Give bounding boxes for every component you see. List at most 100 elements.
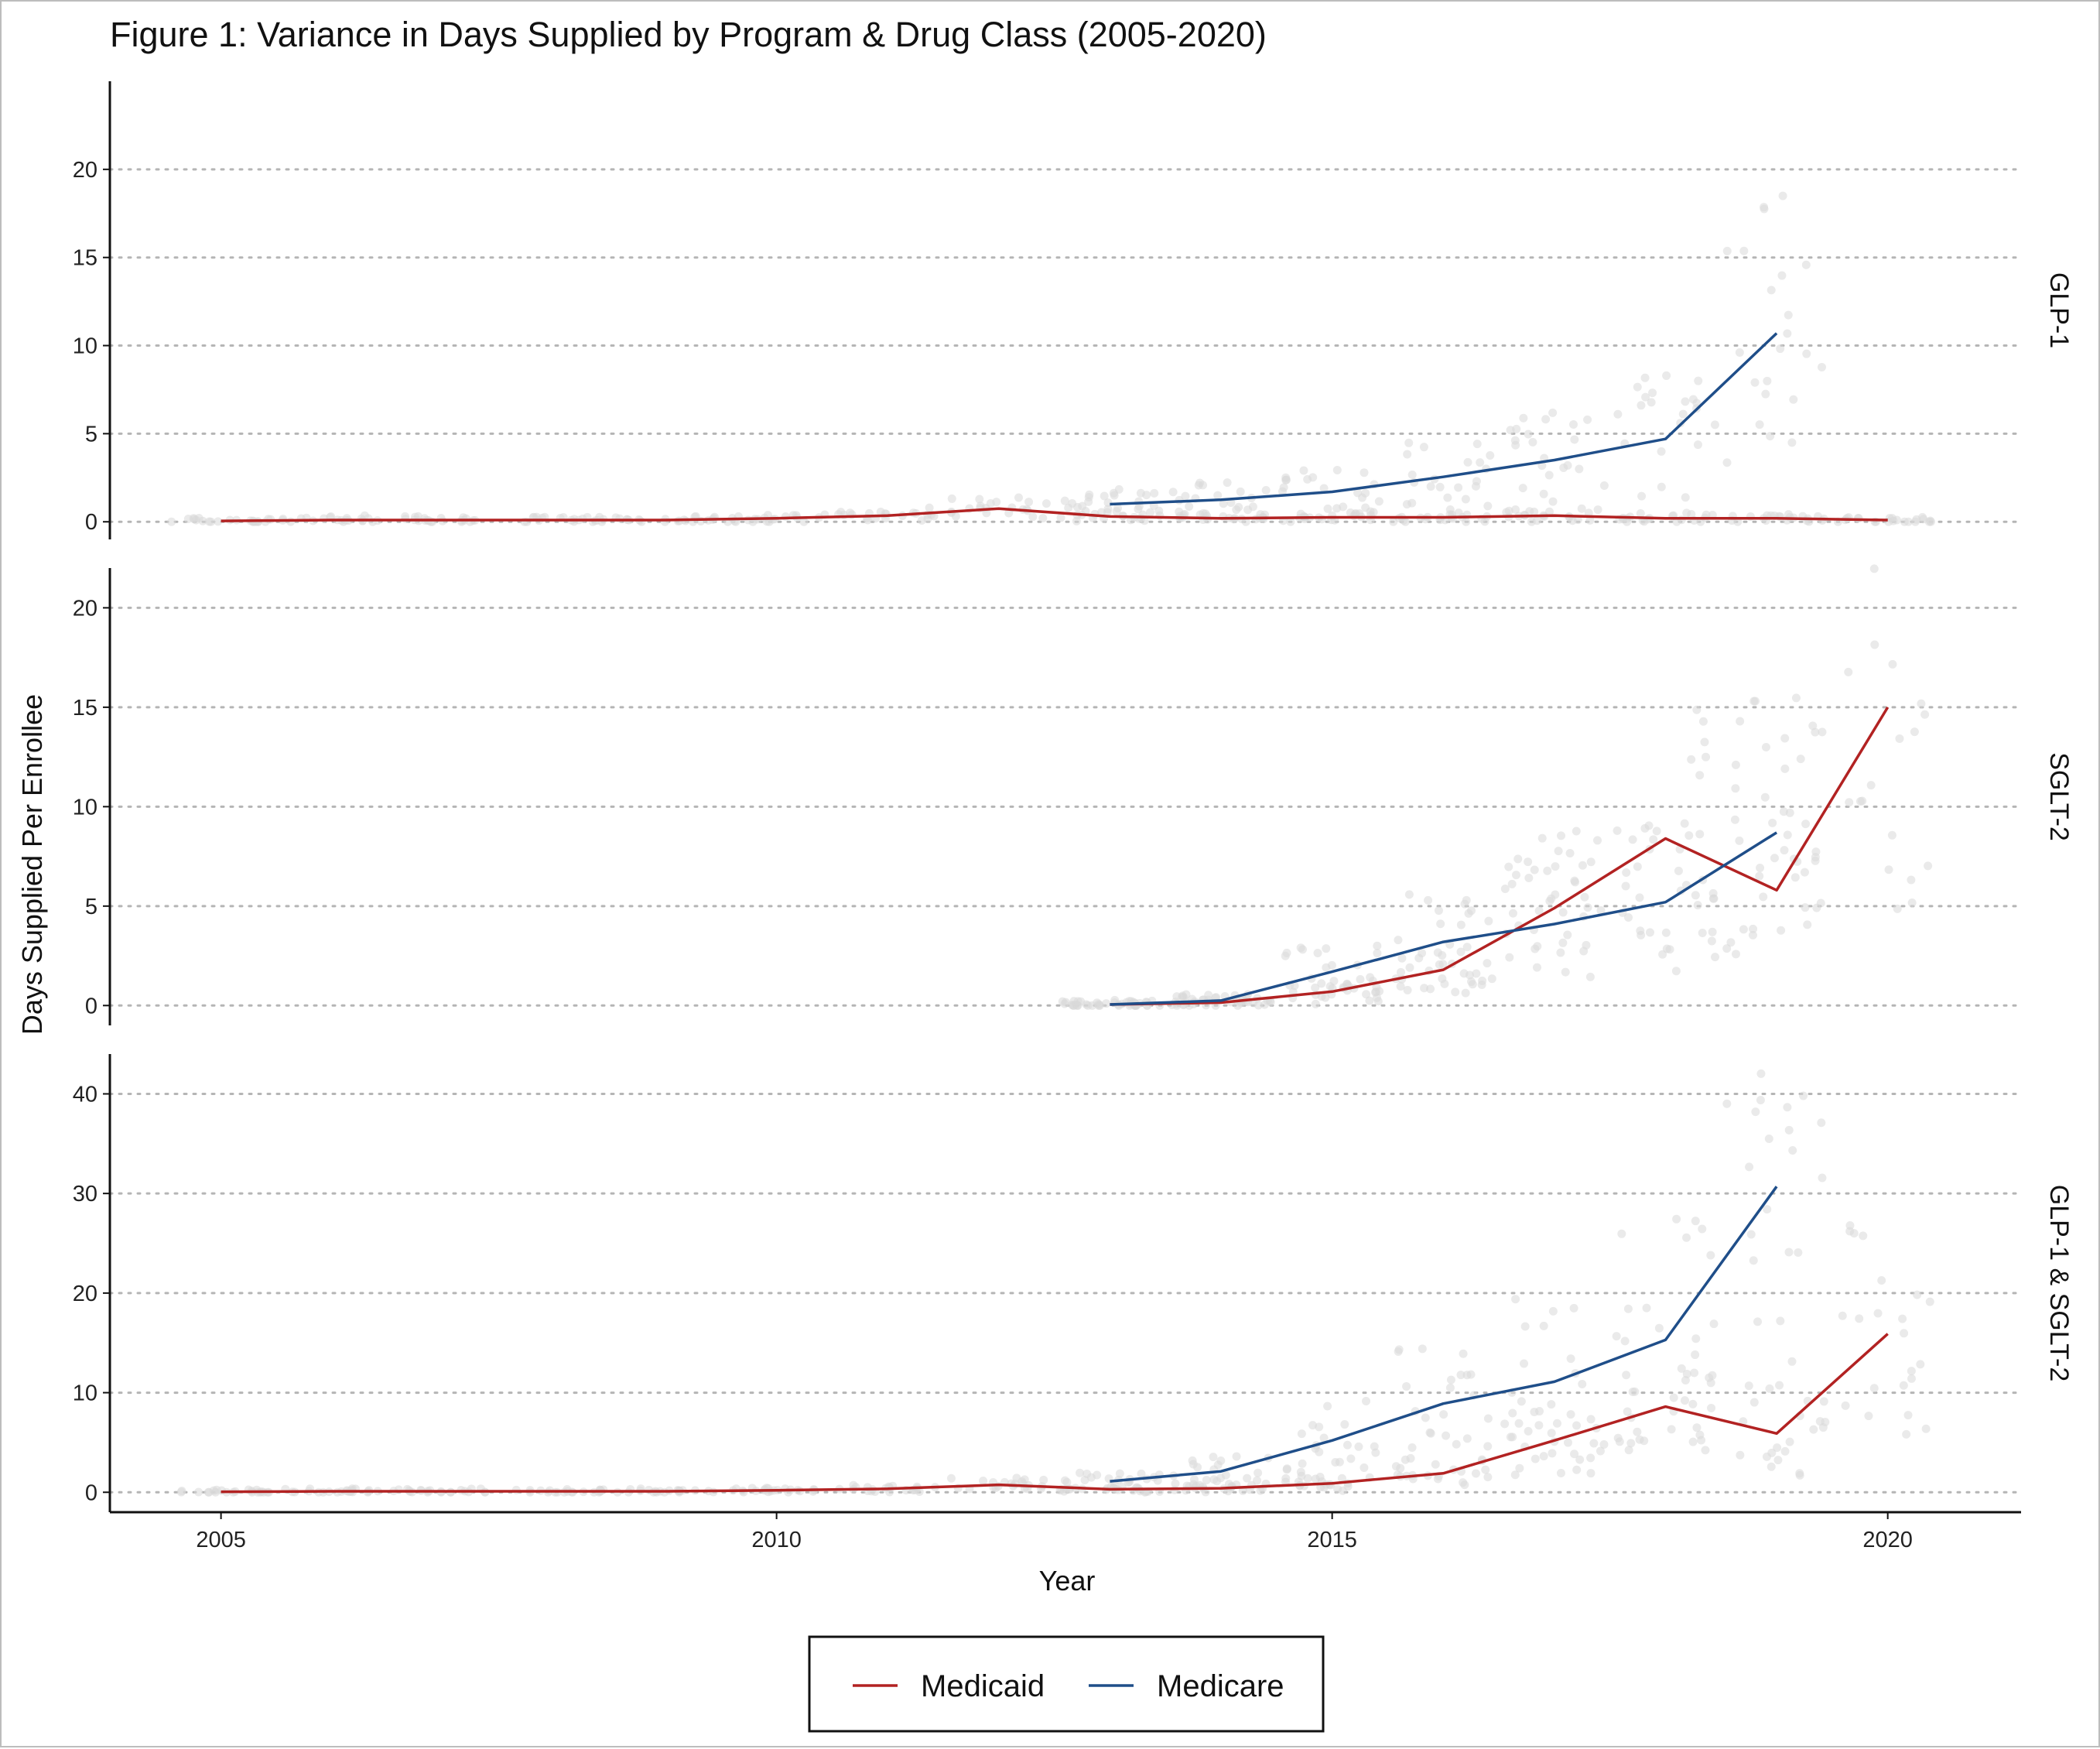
scatter-points — [1058, 564, 1933, 1010]
scatter-point — [1342, 1440, 1352, 1450]
scatter-point — [1524, 430, 1533, 439]
scatter-point — [1402, 1381, 1411, 1391]
scatter-point — [1884, 865, 1893, 874]
scatter-point — [1893, 904, 1902, 913]
scatter-point — [1645, 928, 1654, 937]
scatter-point — [1563, 930, 1572, 940]
x-tick-label: 2010 — [751, 1528, 802, 1552]
scatter-point — [1785, 1437, 1794, 1446]
scatter-point — [1801, 820, 1811, 829]
scatter-point — [1308, 473, 1318, 482]
scatter-point — [1767, 286, 1776, 295]
scatter-point — [1374, 497, 1383, 506]
scatter-point — [1760, 203, 1769, 212]
scatter-point — [1456, 1371, 1466, 1380]
scatter-point — [1755, 871, 1764, 881]
scatter-point — [1722, 458, 1732, 467]
scatter-point — [1621, 881, 1630, 891]
scatter-point — [1637, 491, 1647, 501]
y-tick-label: 0 — [85, 510, 97, 535]
scatter-point — [1500, 885, 1510, 894]
scatter-point — [1641, 392, 1650, 402]
scatter-point — [1684, 831, 1694, 840]
scatter-point — [1508, 1408, 1517, 1418]
scatter-point — [975, 495, 984, 504]
scatter-point — [1589, 1439, 1599, 1448]
scatter-point — [1024, 498, 1034, 507]
scatter-point — [1920, 710, 1930, 719]
scatter-point — [1745, 1162, 1754, 1172]
series-line-medicaid — [221, 507, 1888, 522]
scatter-point — [1506, 426, 1515, 435]
scatter-point — [1548, 1306, 1558, 1316]
scatter-point — [1637, 930, 1646, 940]
scatter-point — [1775, 1381, 1784, 1390]
scatter-point — [1907, 1374, 1916, 1383]
scatter-point — [1389, 517, 1398, 526]
scatter-point — [1869, 1384, 1879, 1393]
scatter-point — [1845, 798, 1854, 807]
scatter-point — [1585, 515, 1595, 525]
scatter-point — [1838, 1311, 1847, 1320]
scatter-point — [1566, 1354, 1575, 1364]
scatter-point — [1405, 963, 1414, 972]
scatter-point — [1748, 930, 1757, 940]
x-tick-label: 2020 — [1862, 1528, 1913, 1552]
series-line-medicaid — [1110, 706, 1890, 1006]
scatter-point — [1504, 862, 1513, 871]
legend-box — [808, 1635, 1325, 1733]
scatter-point — [1466, 977, 1476, 986]
scatter-point — [1064, 503, 1073, 512]
scatter-point — [1801, 260, 1811, 269]
scatter-point — [1744, 1381, 1753, 1391]
scatter-point — [1706, 1251, 1715, 1260]
scatter-point — [1575, 464, 1584, 474]
scatter-point — [1773, 1456, 1783, 1465]
scatter-point — [1593, 836, 1602, 845]
scatter-point — [1539, 1452, 1548, 1461]
scatter-point — [1419, 443, 1428, 452]
scatter-point — [1688, 1437, 1698, 1446]
scatter-point — [1311, 999, 1320, 1008]
scatter-point — [1103, 508, 1112, 517]
scatter-point — [1446, 1375, 1455, 1384]
scatter-point — [739, 1487, 748, 1497]
scatter-point — [1735, 836, 1744, 845]
panel-strip-label: GLP-1 — [2044, 272, 2074, 348]
scatter-point — [1869, 564, 1879, 573]
y-tick-label: 0 — [85, 1480, 97, 1505]
scatter-point — [1544, 471, 1554, 480]
scatter-point — [1072, 502, 1082, 512]
scatter-point — [1532, 963, 1541, 972]
scatter-point — [1900, 517, 1909, 526]
scatter-point — [1303, 1473, 1312, 1483]
scatter-point — [1426, 1429, 1435, 1438]
scatter-point — [1795, 1469, 1804, 1478]
scatter-point — [1551, 862, 1560, 871]
scatter-point — [1256, 1486, 1265, 1495]
scatter-point — [1764, 1135, 1773, 1144]
scatter-point — [1548, 1449, 1557, 1458]
scatter-point — [1803, 920, 1812, 929]
scatter-point — [1440, 979, 1449, 988]
scatter-point — [1802, 349, 1811, 358]
scatter-point — [1481, 1465, 1490, 1474]
scatter-point — [1282, 1464, 1291, 1473]
scatter-point — [1142, 491, 1151, 500]
scatter-point — [1586, 1469, 1596, 1478]
scatter-point — [1551, 890, 1560, 899]
scatter-point — [1407, 1443, 1417, 1452]
series-line-medicare — [1110, 831, 1778, 1006]
scatter-point — [1571, 878, 1580, 887]
scatter-point — [1558, 908, 1568, 917]
scatter-point — [1888, 659, 1897, 669]
scatter-point — [1202, 1475, 1211, 1484]
scatter-point — [1396, 981, 1405, 991]
scatter-point — [1232, 505, 1241, 515]
scatter-point — [1784, 1125, 1794, 1135]
scatter-point — [1296, 943, 1305, 953]
panel-3: 0 10 20 30 40 GLP-1 & SGLT-2 — [73, 1054, 2074, 1512]
scatter-point — [1577, 504, 1586, 513]
scatter-point — [1800, 868, 1809, 877]
scatter-point — [1778, 191, 1787, 200]
